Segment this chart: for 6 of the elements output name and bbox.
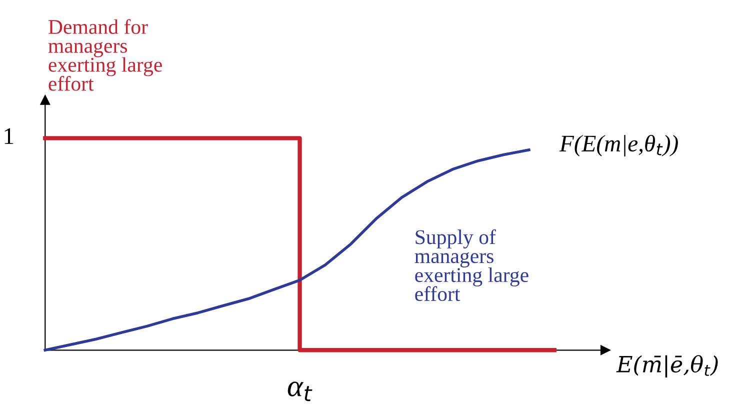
x-axis-title: E(m̄|ē,θ$_{t}$): [616, 355, 718, 378]
text: α$_{t}$: [288, 382, 312, 402]
annotation: F(E(m|e,θ$_{t}$)): [559, 134, 678, 156]
series-label: Supply of managers exerting large effort: [414, 229, 528, 302]
text: 1: [4, 128, 14, 144]
text: Demand for managers exerting large effort: [48, 19, 162, 91]
